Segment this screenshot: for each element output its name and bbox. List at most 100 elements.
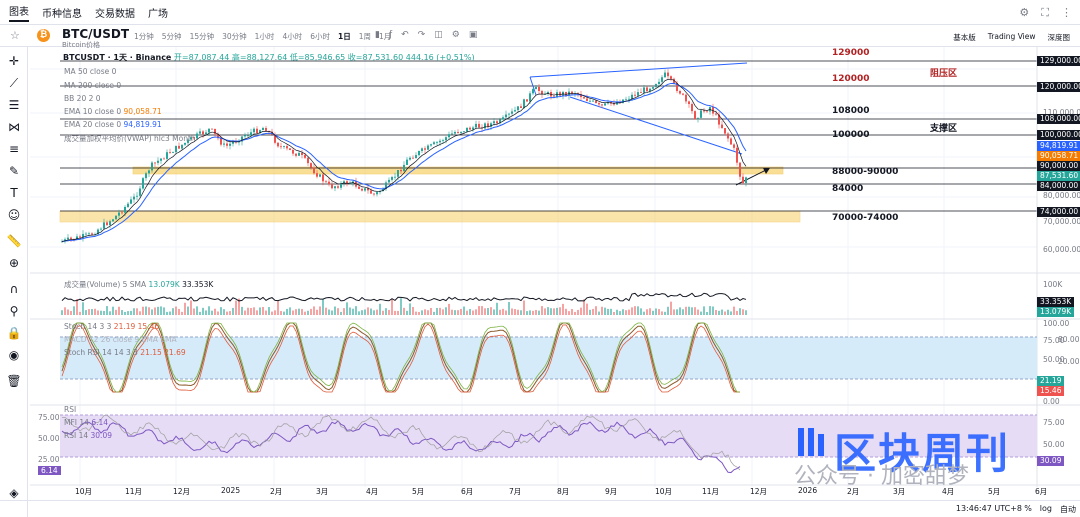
chart-canvas[interactable]	[30, 47, 1080, 500]
volume-bar	[616, 309, 618, 315]
interval-1w[interactable]: 1周	[358, 32, 371, 41]
save-icon[interactable]: ▣	[468, 30, 478, 40]
candle-body	[166, 152, 168, 159]
menu-item-chart[interactable]: 图表	[9, 3, 29, 22]
legend-stoch-rsi[interactable]: Stoch RSI 14 14 3 3 21.15 21.69	[64, 348, 186, 357]
candle-body	[706, 111, 708, 113]
candle-body	[340, 183, 342, 188]
legend-rsi14[interactable]: RSI 14 30.09	[64, 431, 112, 440]
interval-5m[interactable]: 5分钟	[161, 32, 182, 41]
fib-icon[interactable]: ≡	[8, 142, 20, 156]
symbol-title[interactable]: BTC/USDT	[62, 27, 130, 41]
menu-item-square[interactable]: 广场	[148, 8, 168, 20]
ruler-icon[interactable]: 📏	[6, 234, 22, 248]
percent-toggle[interactable]: %	[1024, 504, 1032, 513]
eye-icon[interactable]: ◉	[8, 348, 20, 362]
volume-bar	[259, 307, 261, 315]
volume-bar	[85, 310, 87, 315]
display-settings-icon[interactable]: ⚙	[1019, 6, 1030, 19]
menu-item-trading-data[interactable]: 交易数据	[95, 8, 135, 20]
volume-bar	[421, 310, 423, 315]
interval-1mo[interactable]: 1月	[379, 32, 392, 41]
interval-4h[interactable]: 4小时	[282, 32, 303, 41]
settings-icon[interactable]: ⚙	[451, 30, 460, 40]
camera-icon[interactable]: ◫	[434, 30, 443, 40]
menu-item-coin-info[interactable]: 币种信息	[42, 8, 82, 20]
emoji-icon[interactable]: ☺	[7, 208, 21, 222]
pattern-icon[interactable]: ⋈	[8, 120, 20, 134]
interval-6h[interactable]: 6小时	[310, 32, 330, 41]
price-label-84000: 84,000.00	[1037, 181, 1080, 191]
interval-30m[interactable]: 30分钟	[222, 32, 247, 41]
candle-body	[205, 132, 207, 135]
candle-body	[133, 196, 135, 200]
text-tool-icon[interactable]: T	[10, 186, 18, 200]
legend-ema20[interactable]: EMA 20 close 0 94,819.91	[64, 120, 162, 129]
trash-icon[interactable]: 🗑	[6, 374, 22, 388]
volume-bar	[307, 310, 309, 315]
legend-stoch[interactable]: Stoch 14 3 3 21.19 15.46	[64, 322, 159, 331]
brush-icon[interactable]: ✎	[8, 164, 20, 178]
volume-bar	[487, 307, 489, 315]
legend-ema10[interactable]: EMA 10 close 0 90,058.71	[64, 107, 162, 116]
candle-body	[391, 177, 393, 180]
annot-88000: 88000-90000	[832, 167, 899, 177]
legend-rsi[interactable]: RSI	[64, 405, 77, 414]
legend-vwap[interactable]: 成交量加权平均价(VWAP) hlc3 Month	[64, 134, 196, 143]
candle-body	[646, 87, 648, 92]
magnet-icon[interactable]: ∩	[9, 282, 19, 296]
candle-body	[736, 147, 738, 163]
volume-bar	[664, 311, 666, 315]
crosshair-icon[interactable]: ✛	[8, 54, 20, 68]
interval-1d[interactable]: 1日	[338, 32, 351, 41]
fullscreen-icon[interactable]: ⛶	[1041, 6, 1049, 19]
zoom-icon[interactable]: ⊕	[8, 256, 20, 270]
volume-bar	[631, 307, 633, 315]
star-icon[interactable]: ☆	[10, 29, 20, 42]
legend-volume[interactable]: 成交量(Volume) 5 SMA 13.079K 33.353K	[64, 279, 213, 290]
volume-bar	[658, 309, 660, 315]
undo-icon[interactable]: ↶	[401, 30, 409, 40]
view-tradingview[interactable]: Trading View	[987, 32, 1036, 41]
volume-bar	[583, 299, 585, 315]
interval-1m[interactable]: 1分钟	[134, 32, 154, 41]
time-axis-label: 9月	[605, 487, 618, 496]
legend-ema20-label: EMA 20 close 0	[64, 120, 122, 129]
legend-mfi[interactable]: MFI 14 6.14	[64, 418, 108, 427]
volume-bar	[718, 310, 720, 315]
volume-bar	[490, 307, 492, 315]
legend-bb[interactable]: BB 20 2 0	[64, 94, 101, 103]
interval-1h[interactable]: 1小时	[254, 32, 275, 41]
view-basic[interactable]: 基本版	[953, 33, 976, 42]
layers-icon[interactable]: ◈	[9, 486, 19, 500]
redo-icon[interactable]: ↷	[417, 30, 426, 40]
volume-bar	[181, 311, 183, 315]
log-toggle[interactable]: log	[1039, 504, 1052, 513]
trend-line-icon[interactable]: ⟋	[9, 76, 19, 90]
lock-drawing-icon[interactable]: ⚲	[9, 304, 19, 318]
volume-bar	[361, 310, 363, 315]
legend-ma50[interactable]: MA 50 close 0	[64, 67, 117, 76]
candle-type-icon[interactable]: ▮	[375, 30, 380, 40]
volume-bar	[700, 311, 702, 315]
interval-15m[interactable]: 15分钟	[189, 32, 215, 41]
volume-bar	[538, 310, 540, 315]
rsi-axis-50: 50.00	[1043, 440, 1065, 449]
chart-grid	[30, 47, 1037, 487]
volume-bar	[745, 310, 747, 315]
legend-ma200[interactable]: MA 200 close 0	[64, 81, 122, 90]
view-depth[interactable]: 深度图	[1047, 33, 1071, 42]
more-icon[interactable]: ⋮	[1061, 6, 1072, 19]
candle-body	[202, 131, 204, 135]
status-bar: 13:46:47 UTC+8 % log 自动	[0, 500, 1080, 517]
candle-body	[508, 113, 510, 115]
lock-icon[interactable]: 🔒	[6, 326, 22, 340]
horizontal-lines-icon[interactable]: ☰	[8, 98, 20, 112]
candle-body	[295, 153, 297, 156]
volume-axis-top: 100K	[1043, 280, 1063, 289]
legend-macd[interactable]: MACD 12 26 close 9 EMA EMA	[64, 335, 177, 344]
volume-bar	[604, 307, 606, 315]
auto-toggle[interactable]: 自动	[1060, 505, 1076, 514]
indicators-icon[interactable]: ƒ	[388, 30, 393, 40]
